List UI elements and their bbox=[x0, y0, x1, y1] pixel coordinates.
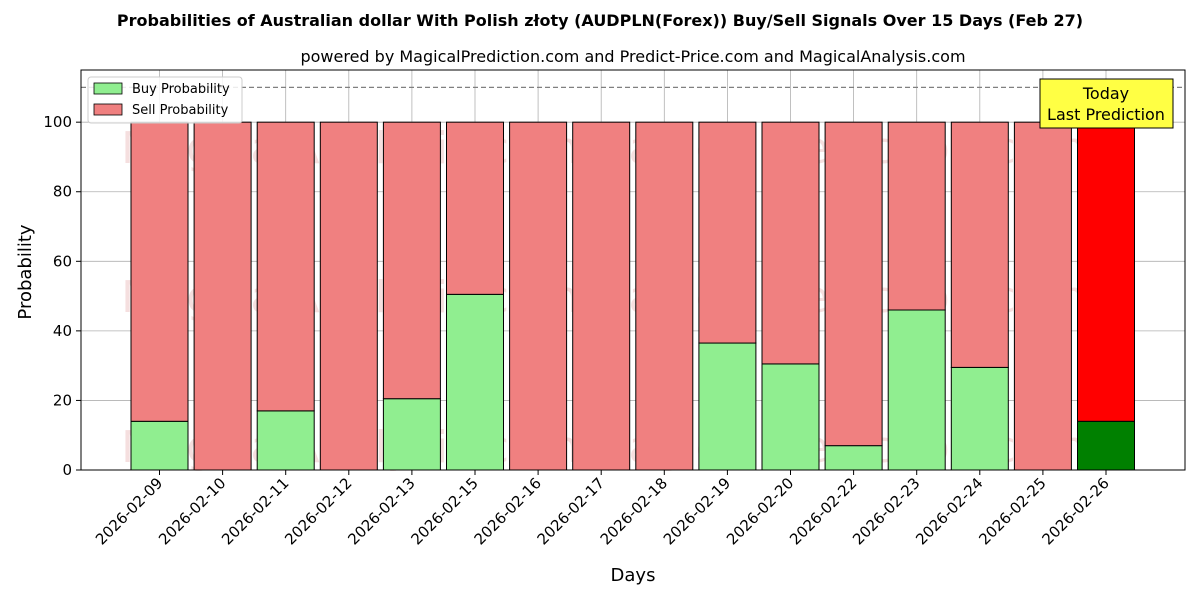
legend: Buy Probability Sell Probability bbox=[87, 76, 243, 124]
plot-frame bbox=[80, 69, 1186, 471]
annotation-line-last-prediction: Last Prediction bbox=[1047, 105, 1165, 124]
bar-sell bbox=[698, 121, 757, 344]
legend-label-sell: Sell Probability bbox=[132, 103, 229, 118]
bar-sell bbox=[1077, 121, 1135, 422]
chart-subtitle: powered by MagicalPrediction.com and Pre… bbox=[300, 47, 965, 66]
bar-sell bbox=[635, 121, 694, 471]
legend-box bbox=[87, 76, 243, 124]
bar-buy bbox=[446, 293, 504, 471]
chart-title: Probabilities of Australian dollar With … bbox=[117, 11, 1083, 30]
x-axis-label: Days bbox=[611, 565, 656, 586]
bar-buy bbox=[382, 398, 441, 471]
bar-sell bbox=[382, 121, 441, 400]
bars bbox=[130, 121, 1135, 471]
bar-sell bbox=[761, 121, 820, 365]
bar-sell bbox=[446, 121, 504, 295]
bar-sell bbox=[950, 121, 1009, 368]
bar-sell bbox=[319, 121, 378, 471]
bar-buy bbox=[256, 410, 315, 471]
bar-buy bbox=[130, 420, 189, 471]
bar-buy bbox=[950, 366, 1009, 471]
bar-buy bbox=[1077, 420, 1135, 471]
bar-sell bbox=[130, 121, 189, 422]
bar-sell bbox=[887, 121, 946, 311]
plot-area: MagicalAnalysis.comMagicalPrediction.com… bbox=[80, 69, 1186, 473]
bar-buy bbox=[698, 342, 757, 471]
y-tick-label: 80 bbox=[53, 183, 72, 201]
y-tick-label: 100 bbox=[43, 113, 72, 131]
bar-sell bbox=[256, 121, 315, 412]
annotation-line-today: Today bbox=[1082, 84, 1129, 103]
legend-label-buy: Buy Probability bbox=[132, 82, 230, 97]
bar-sell bbox=[572, 121, 631, 471]
bar-sell bbox=[509, 121, 568, 471]
y-tick-label: 20 bbox=[53, 391, 72, 409]
y-axis: 0 20 40 60 80 100 bbox=[43, 113, 81, 479]
bar-sell bbox=[824, 121, 883, 447]
bar-buy bbox=[824, 445, 883, 471]
y-tick-label: 60 bbox=[53, 252, 72, 270]
y-tick-label: 40 bbox=[53, 322, 72, 340]
legend-swatch-buy bbox=[93, 82, 123, 95]
today-annotation: Today Last Prediction bbox=[1039, 78, 1174, 129]
y-axis-label: Probability bbox=[15, 224, 36, 319]
annotation-box bbox=[1039, 78, 1174, 129]
bar-sell bbox=[193, 121, 252, 471]
y-tick-label: 0 bbox=[62, 461, 72, 479]
bar-sell bbox=[1013, 121, 1072, 471]
legend-swatch-sell bbox=[93, 103, 123, 116]
bar-buy bbox=[761, 363, 820, 471]
bar-buy bbox=[887, 309, 946, 471]
